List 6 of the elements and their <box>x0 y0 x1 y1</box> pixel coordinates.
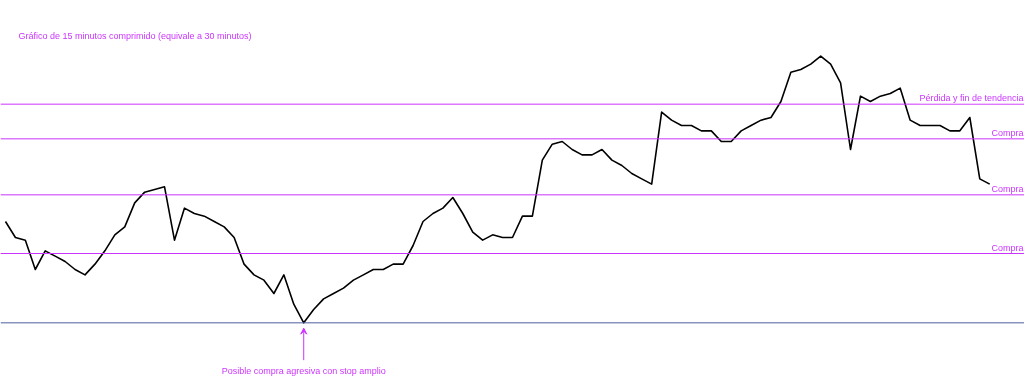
ref-line-label: Pérdida y fin de tendencia <box>919 93 1024 104</box>
ref-line-label: Compra <box>991 183 1024 194</box>
ref-line-label: Compra <box>991 127 1024 138</box>
ref-line-label: Compra <box>991 242 1024 253</box>
annotation: Posible compra agresiva con stop amplio <box>221 365 386 376</box>
chart-title: Gráfico de 15 minutos comprimido (equivale a 30 minutos) <box>18 30 252 41</box>
